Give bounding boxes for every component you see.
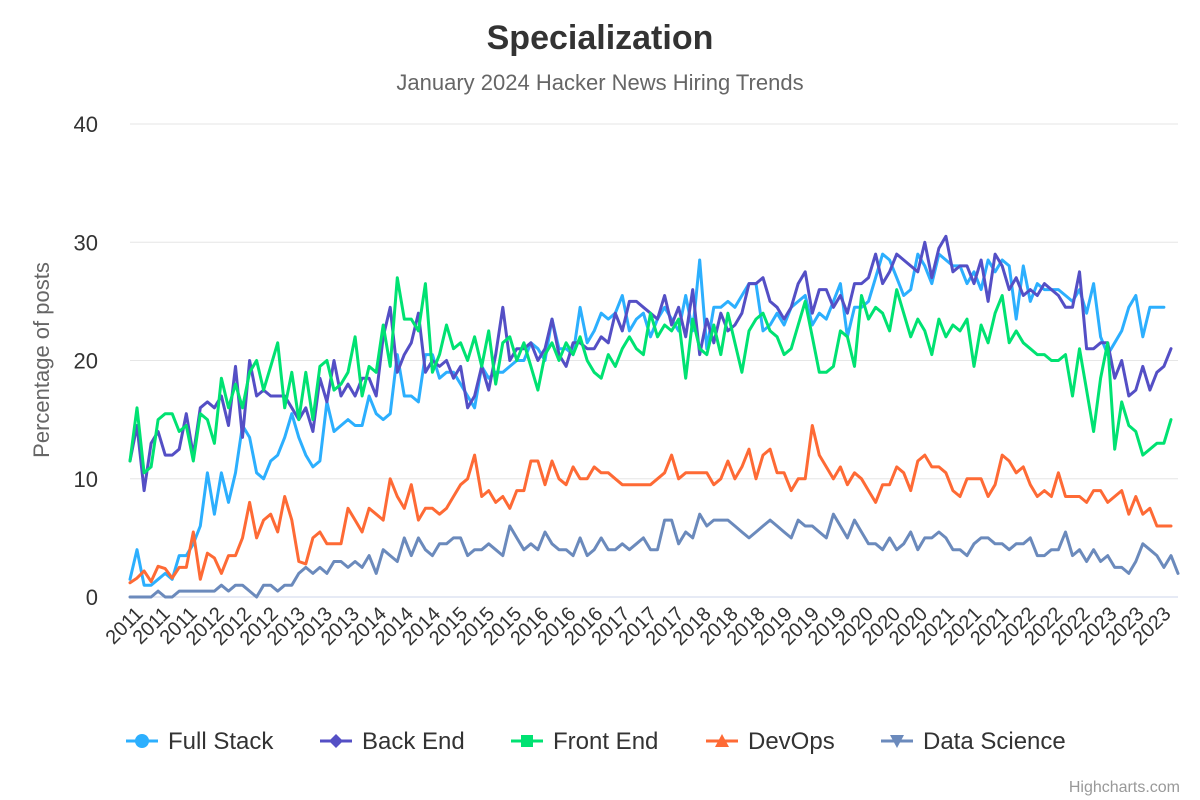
chart-title: Specialization xyxy=(487,19,714,57)
series-line-data-science[interactable] xyxy=(128,512,1180,599)
series-lines xyxy=(128,234,1180,599)
y-axis-ticks: 0 10 20 30 40 xyxy=(74,112,98,610)
legend-label: Back End xyxy=(362,728,465,755)
legend-label: Data Science xyxy=(923,728,1066,755)
legend-item-front-end[interactable]: Front End xyxy=(511,728,658,755)
legend-marker-icon xyxy=(890,735,904,748)
legend-label: Front End xyxy=(553,728,658,755)
y-tick-label: 0 xyxy=(86,585,98,610)
y-tick-label: 20 xyxy=(74,349,98,374)
series-line-back-end[interactable] xyxy=(128,234,1173,493)
legend-item-devops[interactable]: DevOps xyxy=(706,728,835,755)
x-axis-ticks: 2011201120112012201220122013201320132014… xyxy=(102,603,1176,650)
y-tick-label: 40 xyxy=(74,112,98,137)
y-tick-label: 10 xyxy=(74,467,98,492)
series-line-full-stack[interactable] xyxy=(128,252,1166,587)
y-axis-label: Percentage of posts xyxy=(29,262,54,458)
legend-item-back-end[interactable]: Back End xyxy=(320,728,465,755)
y-tick-label: 30 xyxy=(74,230,98,255)
legend: Full Stack Back End Front End DevOps Data Sc… xyxy=(126,728,1066,755)
legend-marker-icon xyxy=(135,734,149,748)
legend-marker-icon xyxy=(521,735,533,747)
legend-item-data-science[interactable]: Data Science xyxy=(881,728,1066,755)
legend-item-full-stack[interactable]: Full Stack xyxy=(126,728,274,755)
legend-label: Full Stack xyxy=(168,728,274,755)
gridlines xyxy=(130,123,1178,598)
chart-subtitle: January 2024 Hacker News Hiring Trends xyxy=(396,70,803,95)
credits-link[interactable]: Highcharts.com xyxy=(1069,779,1180,796)
legend-label: DevOps xyxy=(748,728,835,755)
series-line-front-end[interactable] xyxy=(128,276,1173,475)
legend-marker-icon xyxy=(329,734,343,748)
series-line-devops[interactable] xyxy=(128,424,1173,585)
legend-marker-icon xyxy=(715,734,729,747)
